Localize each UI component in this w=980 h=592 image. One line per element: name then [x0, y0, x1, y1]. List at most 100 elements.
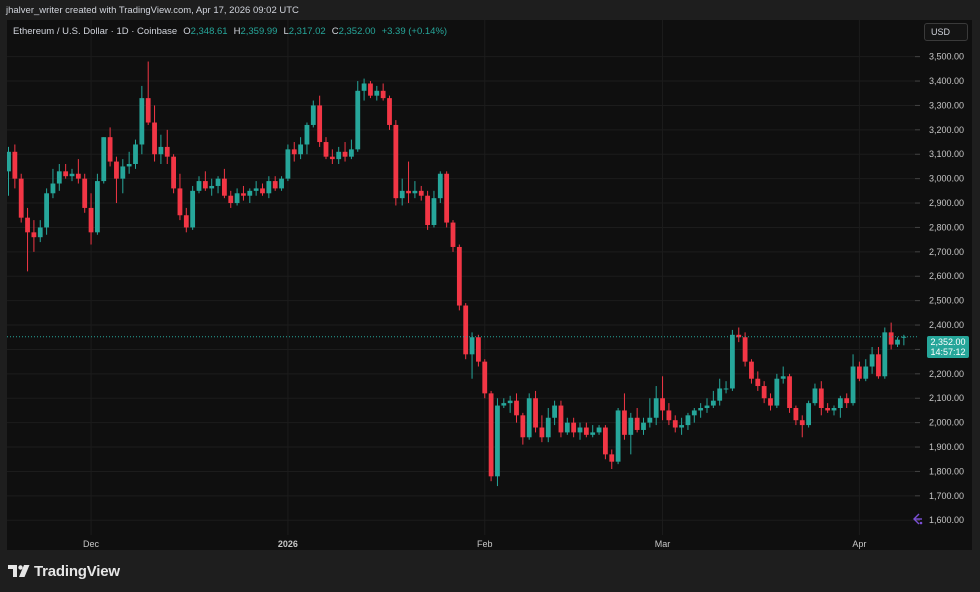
candlestick-chart[interactable]: 1,600.00 1,700.00 1,800.00 1,900.00 2,000.00… — [7, 20, 972, 550]
candle-body — [329, 156, 335, 160]
currency-button[interactable]: USD — [924, 23, 968, 41]
candle-body — [406, 190, 411, 194]
candle-body — [749, 361, 754, 379]
candle-body — [507, 400, 513, 404]
y-tick-label: 2,800.00 — [929, 222, 964, 232]
candle-body — [901, 336, 907, 338]
symbol-title: Ethereum / U.S. Dollar · 1D · Coinbase — [13, 26, 178, 37]
candle-body — [482, 361, 488, 394]
candle-body — [342, 151, 348, 157]
tradingview-logo[interactable]: TradingView — [8, 562, 120, 580]
candle-body — [812, 388, 818, 404]
x-tick-label: Apr — [852, 539, 866, 549]
y-tick-label: 3,000.00 — [929, 174, 964, 184]
x-tick-label: Feb — [477, 539, 493, 549]
candle-body — [837, 398, 843, 408]
low-value: 2,317.02 — [288, 26, 326, 37]
candle-body — [361, 83, 367, 91]
candle-body — [691, 410, 697, 416]
y-tick-label: 3,500.00 — [929, 52, 964, 62]
open-label: O — [183, 26, 191, 37]
candle-body — [336, 151, 342, 160]
candle-body — [660, 398, 665, 411]
candle-body — [895, 339, 900, 345]
candle-body — [437, 173, 443, 199]
candle-body — [501, 403, 507, 406]
candle-body — [469, 337, 475, 355]
candle-body — [114, 161, 119, 179]
candle-body — [564, 422, 570, 433]
candle-body — [647, 417, 653, 423]
candle-body — [558, 405, 564, 433]
candle-body — [768, 398, 773, 406]
candle-body — [818, 388, 824, 408]
candle-body — [590, 432, 596, 435]
candle-body — [704, 405, 710, 408]
candle-body — [18, 178, 24, 218]
candle-body — [742, 337, 748, 362]
candle-body — [539, 427, 545, 438]
candle-body — [266, 181, 272, 194]
y-tick-label: 3,400.00 — [929, 76, 964, 86]
candle-body — [69, 173, 75, 177]
candle-body — [158, 146, 164, 155]
candle-body — [876, 354, 881, 377]
candle-body — [241, 193, 246, 196]
candle-body — [56, 171, 62, 184]
high-label: H — [233, 26, 241, 37]
candle-body — [412, 190, 418, 194]
candle-body — [628, 417, 634, 435]
candle-body — [7, 151, 11, 172]
candle-body — [196, 181, 202, 191]
candle-body — [780, 376, 786, 379]
y-tick-label: 2,000.00 — [929, 418, 964, 428]
chart-area[interactable]: 1,600.00 1,700.00 1,800.00 1,900.00 2,000.00… — [7, 20, 972, 550]
y-tick-label: 2,700.00 — [929, 247, 964, 257]
candle-body — [304, 124, 310, 145]
logo-text: TradingView — [34, 562, 120, 580]
candle-body — [545, 417, 551, 438]
candle-body — [863, 366, 869, 379]
candle-body — [152, 122, 157, 155]
y-tick-label: 1,700.00 — [929, 491, 964, 501]
tradingview-logo-icon — [8, 565, 30, 577]
candle-body — [272, 181, 278, 189]
candle-body — [209, 185, 215, 189]
candle-body — [857, 366, 862, 379]
candle-body — [380, 90, 386, 99]
candle-body — [31, 232, 37, 238]
candle-body — [774, 378, 780, 406]
candle-body — [577, 427, 583, 433]
candle-body — [463, 305, 469, 355]
candle-body — [190, 190, 196, 228]
y-tick-label: 3,200.00 — [929, 125, 964, 135]
candle-body — [317, 105, 323, 143]
candle-body — [177, 188, 183, 216]
candle-body — [298, 144, 303, 155]
y-tick-label: 3,300.00 — [929, 100, 964, 110]
candle-body — [12, 151, 18, 179]
symbol-legend: Ethereum / U.S. Dollar · 1D · Coinbase O 2… — [13, 26, 447, 37]
y-tick-label: 2,500.00 — [929, 296, 964, 306]
x-tick-label: Dec — [83, 539, 100, 549]
candle-body — [260, 188, 265, 194]
current-price-tag: 2,352.00 14:57:12 — [927, 336, 969, 358]
candle-body — [476, 337, 481, 362]
candle-body — [456, 246, 462, 306]
candle-body — [253, 188, 259, 191]
candle-body — [215, 178, 221, 186]
y-tick-label: 1,900.00 — [929, 442, 964, 452]
candle-body — [25, 217, 30, 233]
candle-body — [139, 98, 145, 145]
candle-body — [368, 83, 373, 96]
attribution-text: jhalver_writer created with TradingView.… — [6, 5, 299, 16]
candle-body — [761, 386, 767, 399]
undo-arrow-icon[interactable] — [910, 512, 924, 526]
candle-body — [888, 332, 894, 345]
y-tick-label: 1,600.00 — [929, 515, 964, 525]
candle-body — [514, 400, 519, 416]
candle-body — [533, 398, 538, 428]
candle-body — [425, 195, 430, 225]
change-value: +3.39 (+0.14%) — [381, 26, 448, 37]
candle-body — [355, 90, 361, 150]
